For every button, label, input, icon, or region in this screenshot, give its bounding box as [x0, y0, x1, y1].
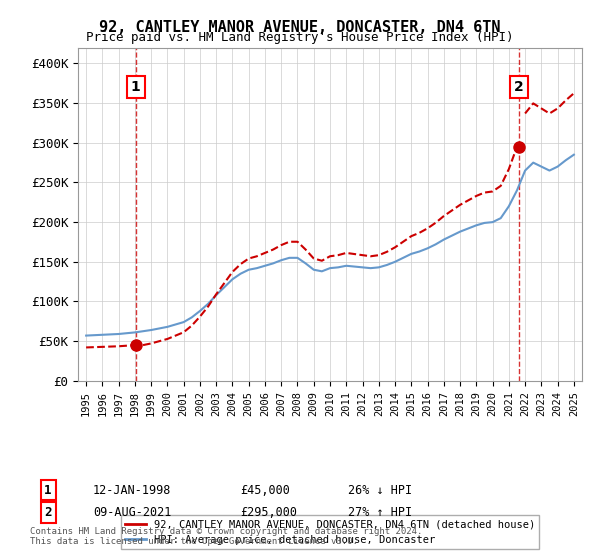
Text: 27% ↑ HPI: 27% ↑ HPI	[348, 506, 412, 519]
Text: 92, CANTLEY MANOR AVENUE, DONCASTER, DN4 6TN: 92, CANTLEY MANOR AVENUE, DONCASTER, DN4…	[99, 20, 501, 35]
Text: £295,000: £295,000	[240, 506, 297, 519]
Text: 12-JAN-1998: 12-JAN-1998	[93, 483, 172, 497]
Text: 1: 1	[131, 80, 140, 94]
Text: 09-AUG-2021: 09-AUG-2021	[93, 506, 172, 519]
Text: 26% ↓ HPI: 26% ↓ HPI	[348, 483, 412, 497]
Text: Contains HM Land Registry data © Crown copyright and database right 2024.
This d: Contains HM Land Registry data © Crown c…	[30, 526, 422, 546]
Text: 2: 2	[44, 506, 52, 519]
Text: 2: 2	[514, 80, 523, 94]
Legend: 92, CANTLEY MANOR AVENUE, DONCASTER, DN4 6TN (detached house), HPI: Average pric: 92, CANTLEY MANOR AVENUE, DONCASTER, DN4…	[121, 515, 539, 549]
Text: Price paid vs. HM Land Registry's House Price Index (HPI): Price paid vs. HM Land Registry's House …	[86, 31, 514, 44]
Text: 1: 1	[44, 483, 52, 497]
Text: £45,000: £45,000	[240, 483, 290, 497]
